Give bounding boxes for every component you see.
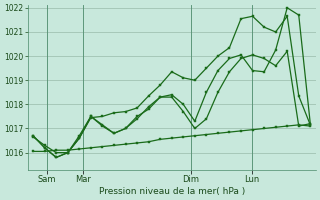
X-axis label: Pression niveau de la mer( hPa ): Pression niveau de la mer( hPa ) (99, 187, 245, 196)
